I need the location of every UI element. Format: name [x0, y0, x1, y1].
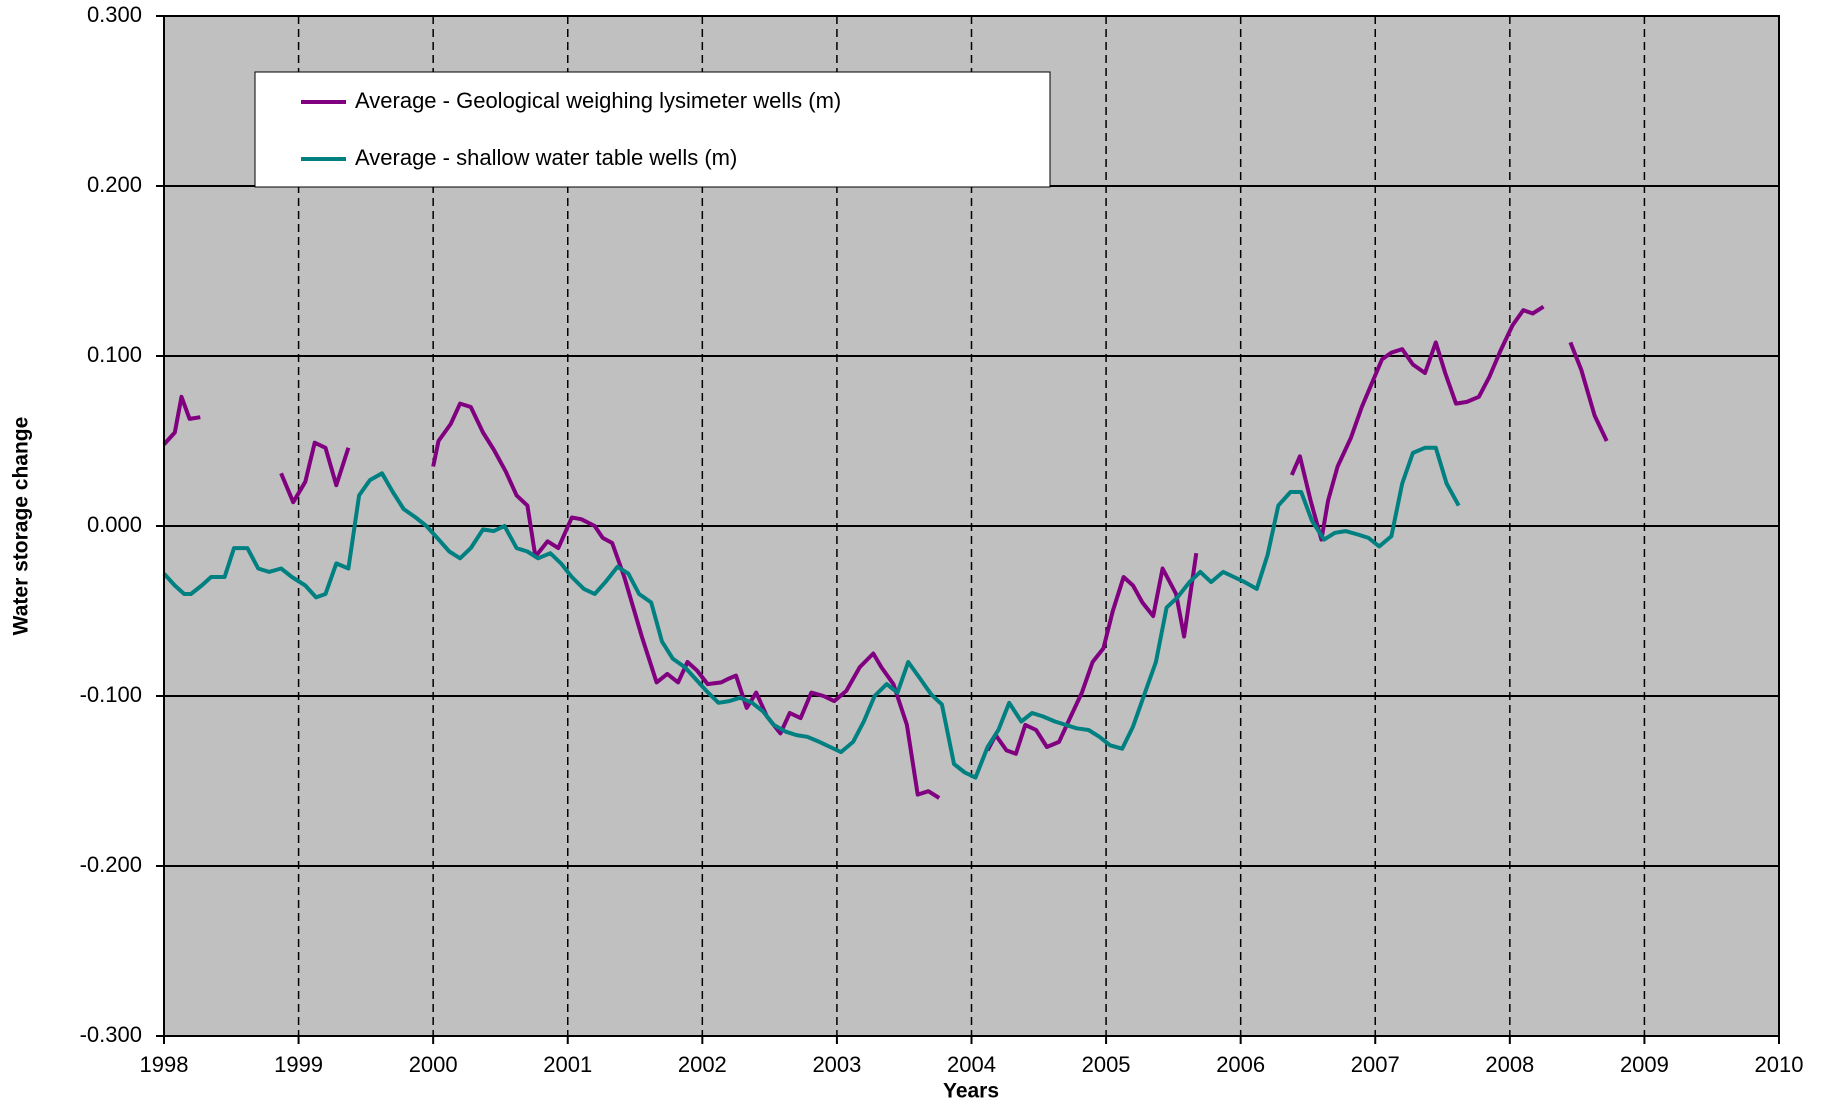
- x-tick-label: 2008: [1485, 1052, 1534, 1077]
- x-tick-label: 1999: [274, 1052, 323, 1077]
- legend-label: Average - shallow water table wells (m): [355, 145, 737, 170]
- series-line: [162, 445, 1461, 780]
- y-tick-label: 0.300: [87, 2, 142, 27]
- series-line: [162, 305, 1609, 800]
- y-tick-label: -0.200: [80, 852, 142, 877]
- legend-label: Average - Geological weighing lysimeter …: [355, 88, 841, 113]
- x-tick-label: 2000: [409, 1052, 458, 1077]
- y-axis-title: Water storage change: [10, 417, 33, 636]
- y-tick-label: 0.100: [87, 342, 142, 367]
- y-tick-label: -0.100: [80, 682, 142, 707]
- y-tick-label: 0.000: [87, 512, 142, 537]
- x-tick-label: 2002: [678, 1052, 727, 1077]
- x-tick-label: 2006: [1216, 1052, 1265, 1077]
- y-tick-label: -0.300: [80, 1022, 142, 1047]
- x-tick-label: 2009: [1620, 1052, 1669, 1077]
- x-tick-label: 2005: [1082, 1052, 1131, 1077]
- x-tick-label: 2003: [812, 1052, 861, 1077]
- x-tick-label: 2010: [1755, 1052, 1804, 1077]
- x-tick-label: 1998: [140, 1052, 189, 1077]
- x-tick-label: 2004: [947, 1052, 996, 1077]
- x-tick-label: 2007: [1351, 1052, 1400, 1077]
- y-tick-label: 0.200: [87, 172, 142, 197]
- legend: [254, 71, 1051, 188]
- x-axis-title: Years: [943, 1080, 999, 1103]
- x-tick-label: 2001: [543, 1052, 592, 1077]
